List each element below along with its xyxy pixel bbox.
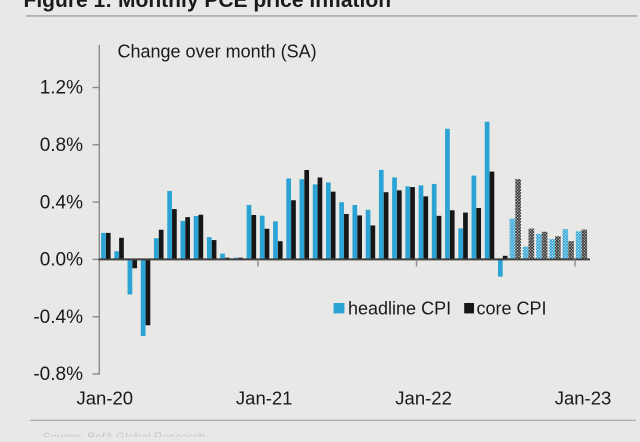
svg-text:0.0%: 0.0% [40,250,83,271]
svg-text:0.8%: 0.8% [40,135,83,156]
svg-text:Change over month (SA): Change over month (SA) [118,42,317,62]
svg-text:-0.4%: -0.4% [33,307,83,328]
svg-text:Source: BofA Global Research: Source: BofA Global Research [43,430,206,437]
svg-text:Figure 1: Monthly PCE price in: Figure 1: Monthly PCE price inflation [24,0,392,12]
svg-text:-0.8%: -0.8% [33,364,83,385]
svg-text:Jan-20: Jan-20 [77,387,134,408]
svg-text:1.2%: 1.2% [40,78,83,99]
svg-text:Jan-23: Jan-23 [555,387,612,408]
svg-text:0.4%: 0.4% [40,192,83,213]
svg-text:Jan-21: Jan-21 [236,387,293,408]
svg-text:core CPI: core CPI [477,298,547,318]
svg-text:headline CPI: headline CPI [348,298,451,318]
svg-text:Jan-22: Jan-22 [395,387,452,408]
